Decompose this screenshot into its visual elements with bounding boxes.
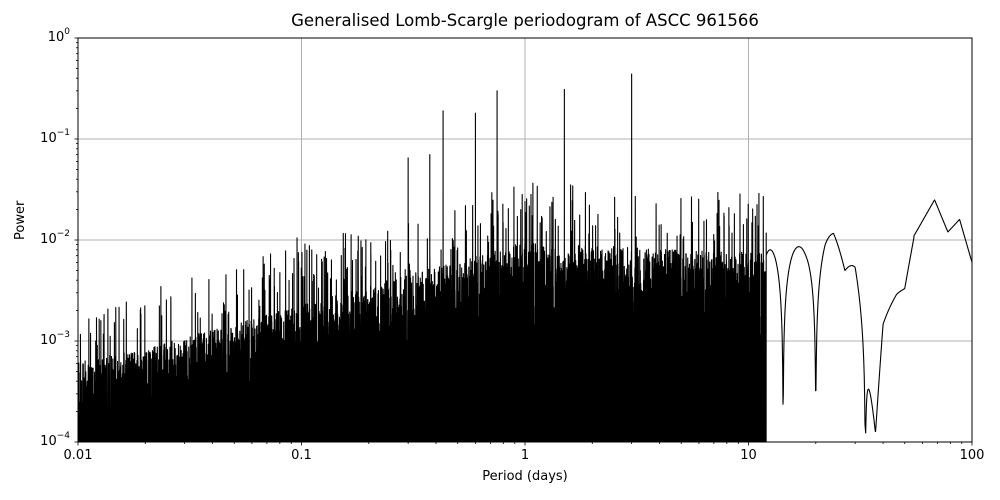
y-tick-label: 10−3	[40, 329, 70, 349]
x-tick-label: 1	[520, 448, 530, 463]
x-tick-label: 0.1	[291, 448, 312, 463]
x-axis-label: Period (days)	[482, 469, 568, 484]
y-axis-label: Power	[13, 200, 28, 240]
x-tick-label: 100	[959, 448, 985, 463]
y-tick-label: 100	[47, 26, 70, 46]
x-tick-label: 0.01	[63, 448, 93, 463]
y-tick-label: 10−4	[40, 430, 70, 450]
axis-ticks	[74, 37, 973, 446]
x-tick-label: 10	[740, 448, 757, 463]
chart-title: Generalised Lomb-Scargle periodogram of …	[291, 11, 759, 30]
y-tick-label: 10−1	[40, 127, 70, 147]
y-tick-label: 10−2	[40, 228, 70, 248]
power-series-line	[78, 73, 972, 442]
